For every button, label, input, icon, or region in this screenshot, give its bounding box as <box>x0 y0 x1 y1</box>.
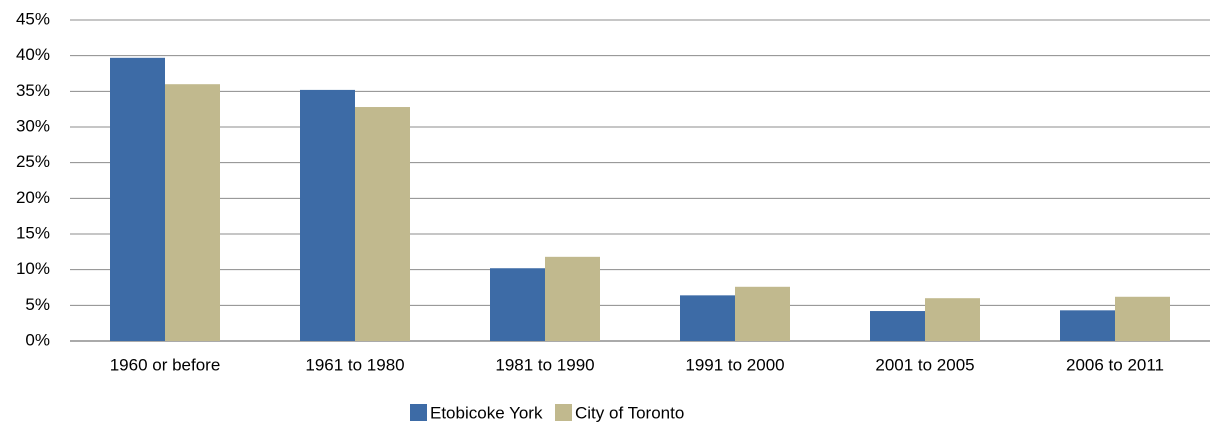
y-tick-label: 25% <box>16 152 50 171</box>
y-tick-label: 5% <box>25 295 50 314</box>
x-tick-label: 2006 to 2011 <box>1066 355 1164 374</box>
x-tick-label: 1981 to 1990 <box>495 355 594 374</box>
bar <box>1060 310 1115 341</box>
bar <box>680 295 735 341</box>
y-tick-label: 10% <box>16 259 50 278</box>
legend-swatch <box>410 404 427 421</box>
y-tick-label: 20% <box>16 188 50 207</box>
bar <box>735 286 790 341</box>
legend-label: Etobicoke York <box>430 403 543 422</box>
bar <box>355 107 410 341</box>
bar <box>545 256 600 341</box>
bar <box>165 84 220 341</box>
y-tick-label: 0% <box>25 330 50 349</box>
y-tick-label: 15% <box>16 223 50 242</box>
bar <box>1115 296 1170 341</box>
bar <box>490 268 545 341</box>
bar <box>300 89 355 341</box>
bar <box>925 298 980 341</box>
x-tick-label: 1991 to 2000 <box>685 355 784 374</box>
y-tick-label: 40% <box>16 45 50 64</box>
bar <box>870 311 925 341</box>
x-tick-label: 2001 to 2005 <box>875 355 974 374</box>
y-tick-label: 45% <box>16 9 50 28</box>
y-tick-label: 30% <box>16 116 50 135</box>
y-tick-label: 35% <box>16 81 50 100</box>
x-tick-label: 1960 or before <box>110 355 221 374</box>
x-tick-label: 1961 to 1980 <box>305 355 404 374</box>
bar <box>110 57 165 341</box>
legend-swatch <box>555 404 572 421</box>
legend-label: City of Toronto <box>575 403 684 422</box>
